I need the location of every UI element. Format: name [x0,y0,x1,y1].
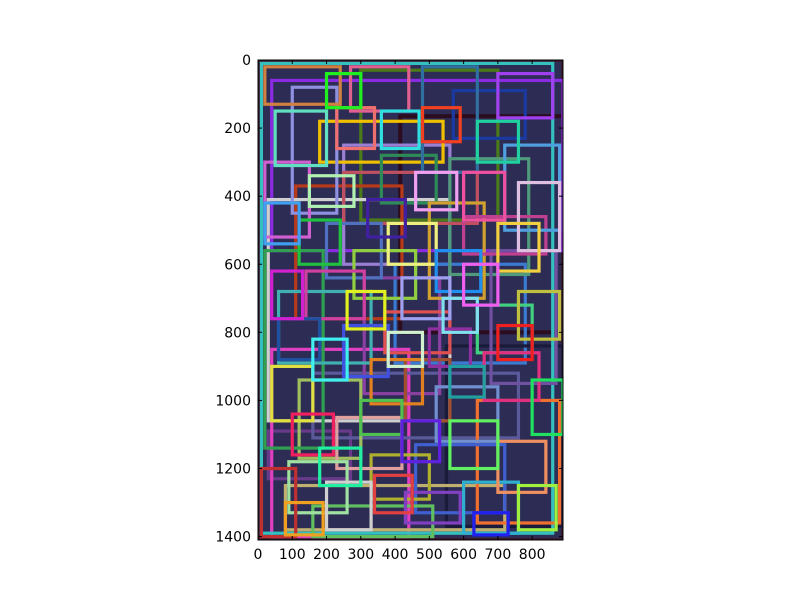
image-rectangle [496,221,541,273]
image-rectangle [369,453,431,501]
x-tick-label: 700 [485,547,512,563]
image-rectangle [451,89,527,140]
image-rectangle [400,419,442,464]
image-rectangle [259,61,555,535]
image-area [258,60,563,540]
y-tick-label: 1200 [215,462,251,478]
image-rectangle [496,72,555,120]
image-rectangle [516,483,558,532]
image-rectangle [324,72,363,110]
x-tick-label: 0 [254,547,263,563]
image-rectangle [366,197,407,239]
image-rectangle [420,106,462,144]
image-rectangle [386,330,425,368]
image-rectangle [270,269,305,321]
image-rectangle [434,249,483,294]
x-tick-label: 800 [519,547,546,563]
y-tick-label: 400 [224,189,251,205]
image-rectangle [369,357,425,406]
y-tick-label: 0 [242,53,251,69]
x-tick-label: 500 [416,547,443,563]
x-tick-label: 100 [279,547,306,563]
image-rectangle [472,511,510,537]
image-rectangle [311,337,349,382]
image-rectangle [263,65,342,106]
image-rectangle [393,262,527,365]
image-rectangle [448,364,486,399]
image-rectangle [311,504,435,539]
image-rectangle [516,289,562,341]
y-tick-label: 800 [224,325,251,341]
image-rectangle [462,170,507,222]
x-tick-label: 600 [450,547,477,563]
image-rectangle [324,480,373,532]
x-axis: 0 100 200 300 400 500 600 700 800 [254,60,546,563]
y-tick-label: 600 [224,257,251,273]
image-rectangle [263,249,325,450]
image-rectangle [307,174,356,208]
x-tick-label: 300 [347,547,374,563]
x-tick-label: 400 [382,547,409,563]
image-rectangle [287,460,349,515]
image-rectangle [441,296,479,334]
image-rectangle [475,119,521,164]
image-rectangle [379,109,421,151]
image-rectangle [270,78,563,253]
image-rectangle [379,153,438,205]
image-rectangle [318,446,363,488]
image-rectangle [283,500,325,537]
image-rectangle [290,85,339,215]
x-tick-label: 200 [313,547,340,563]
image-rectangle [462,262,500,307]
image-rectangle [496,323,534,362]
y-tick-label: 1000 [215,393,251,409]
image-rectangle [372,473,414,515]
image-rectangle [448,419,500,471]
image-rectangle [263,201,301,246]
y-tick-label: 200 [224,121,251,137]
image-rectangle [304,269,366,321]
image-rectangle [386,221,438,266]
image-rectangle [359,398,404,437]
image-rectangle [290,412,335,457]
image-rectangle [434,385,500,443]
plot-frame [257,59,564,541]
image-rectangle [348,65,411,113]
image-rectangle [414,170,459,212]
image-rectangle [345,289,387,331]
image-rectangle [403,490,462,525]
y-axis: 0 200 400 600 800 1000 1200 1400 [215,53,563,546]
y-tick-label: 1400 [215,530,251,546]
image-base [258,60,563,540]
image-rectangle [273,109,329,168]
image-rectangle [266,429,353,481]
